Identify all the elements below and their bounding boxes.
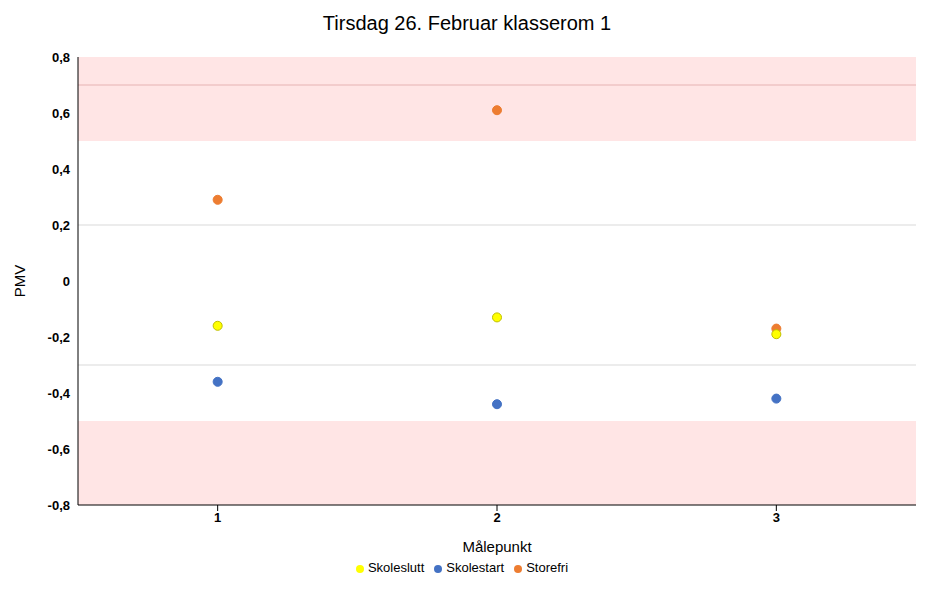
svg-text:0,2: 0,2 bbox=[52, 218, 70, 233]
svg-text:Målepunkt: Målepunkt bbox=[462, 538, 532, 555]
svg-text:0,8: 0,8 bbox=[52, 50, 70, 65]
svg-text:1: 1 bbox=[214, 510, 221, 525]
html-text:Skolestart: Skolestart bbox=[446, 560, 505, 575]
svg-text:0,4: 0,4 bbox=[52, 162, 71, 177]
svg-text:2: 2 bbox=[493, 510, 500, 525]
svg-text:-0,6: -0,6 bbox=[48, 442, 70, 457]
svg-text:3: 3 bbox=[773, 510, 780, 525]
html-text:Skoleslutt: Skoleslutt bbox=[368, 560, 425, 575]
svg-text:0: 0 bbox=[63, 274, 70, 289]
svg-text:PMV: PMV bbox=[11, 265, 28, 298]
svg-text:0,6: 0,6 bbox=[52, 106, 70, 121]
svg-text:-0,2: -0,2 bbox=[48, 330, 70, 345]
html-text:Storefri: Storefri bbox=[526, 560, 568, 575]
html-text:Tirsdag 26. Februar klasserom: Tirsdag 26. Februar klasserom 1 bbox=[322, 12, 612, 34]
svg-text:-0,4: -0,4 bbox=[48, 386, 71, 401]
svg-text:-0,8: -0,8 bbox=[48, 498, 70, 513]
